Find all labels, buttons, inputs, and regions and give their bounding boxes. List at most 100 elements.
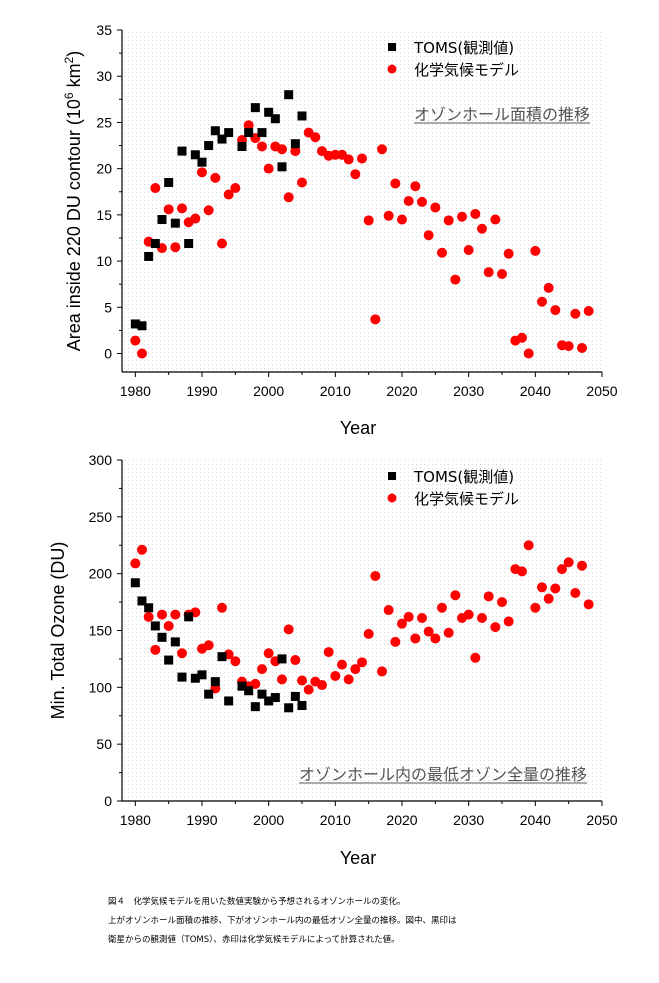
data-point-toms — [157, 632, 167, 642]
data-point-model — [570, 308, 581, 319]
data-point-model — [583, 599, 594, 610]
data-point-model — [517, 332, 527, 343]
legend-marker-circle — [387, 493, 397, 503]
data-point-model — [203, 640, 214, 651]
y-tick-label: 300 — [89, 452, 113, 468]
data-point-toms — [237, 681, 247, 691]
data-point-model — [170, 242, 181, 253]
legend-label: 化学気候モデル — [414, 490, 519, 508]
data-point-toms — [250, 103, 260, 113]
data-point-model — [417, 196, 427, 207]
data-point-model — [317, 680, 327, 691]
data-point-toms — [170, 218, 180, 228]
data-point-model — [497, 597, 507, 608]
data-point-toms — [164, 655, 174, 665]
data-point-model — [483, 591, 494, 602]
data-point-toms — [204, 689, 214, 699]
data-point-toms — [257, 689, 267, 699]
data-point-toms — [177, 146, 187, 156]
data-point-model — [523, 348, 534, 359]
data-point-toms — [290, 691, 300, 701]
data-point-toms — [164, 178, 174, 188]
data-point-model — [390, 636, 401, 647]
data-point-model — [170, 609, 181, 620]
legend-label: TOMS(観測値) — [413, 39, 514, 57]
x-tick-label: 2030 — [453, 383, 484, 399]
data-point-model — [137, 544, 147, 555]
data-point-toms — [150, 239, 160, 249]
x-tick-label: 1980 — [120, 812, 151, 828]
data-point-model — [163, 204, 174, 215]
data-point-model — [563, 557, 574, 568]
data-point-model — [410, 633, 421, 644]
data-point-model — [283, 192, 294, 203]
data-point-model — [217, 602, 227, 613]
data-point-model — [190, 213, 201, 224]
y-tick-label: 200 — [89, 566, 113, 582]
y-axis-label: Area inside 220 DU contour (106 km2) — [62, 51, 84, 352]
data-point-model — [217, 238, 227, 249]
data-point-model — [363, 628, 374, 639]
x-tick-label: 2010 — [320, 812, 351, 828]
data-point-toms — [290, 139, 300, 149]
chart-title: オゾンホール面積の推移 — [414, 105, 590, 124]
data-point-toms — [177, 672, 187, 682]
data-point-model — [550, 305, 561, 316]
data-point-model — [257, 664, 267, 675]
caption-line-1: 図４ 化学気候モデルを用いた数値実験から予想されるオゾンホールの変化。 — [108, 897, 406, 907]
data-point-model — [263, 648, 274, 659]
data-point-model — [503, 248, 514, 259]
data-point-model — [403, 611, 414, 622]
data-point-toms — [237, 141, 247, 151]
data-point-toms — [170, 637, 180, 647]
data-point-toms — [144, 603, 154, 613]
data-point-model — [370, 570, 381, 581]
y-tick-label: 25 — [96, 114, 112, 130]
x-tick-label: 2020 — [386, 812, 417, 828]
data-point-toms — [150, 621, 160, 631]
data-point-model — [383, 605, 394, 616]
data-point-model — [263, 163, 274, 174]
data-point-toms — [270, 114, 280, 124]
data-point-model — [437, 247, 447, 258]
data-point-model — [543, 593, 554, 604]
data-point-model — [290, 655, 301, 666]
data-point-model — [230, 183, 241, 194]
data-point-toms — [130, 319, 140, 329]
data-point-model — [537, 582, 547, 593]
data-point-model — [157, 609, 167, 620]
data-point-toms — [297, 111, 307, 121]
data-point-model — [477, 223, 487, 234]
data-point-model — [277, 144, 287, 155]
data-point-toms — [224, 696, 234, 706]
data-point-toms — [144, 251, 154, 261]
y-axis-label-part: ) — [64, 51, 84, 57]
data-point-model — [310, 132, 321, 143]
data-point-model — [530, 602, 541, 613]
data-point-toms — [130, 578, 140, 588]
x-tick-label: 2020 — [386, 383, 417, 399]
x-tick-label: 2050 — [586, 812, 617, 828]
data-point-toms — [210, 677, 220, 687]
data-point-model — [390, 178, 401, 189]
data-point-model — [537, 296, 547, 307]
y-tick-label: 150 — [89, 623, 113, 639]
y-axis-label: Min. Total Ozone (DU) — [48, 542, 68, 720]
data-point-toms — [277, 162, 287, 172]
data-point-model — [290, 146, 301, 157]
data-point-model — [323, 647, 334, 658]
data-point-model — [370, 314, 381, 325]
data-point-model — [477, 612, 487, 623]
data-point-model — [350, 664, 361, 675]
data-point-model — [423, 626, 434, 637]
data-point-model — [577, 560, 587, 571]
data-point-model — [463, 609, 474, 620]
x-tick-label: 1980 — [120, 383, 151, 399]
data-point-model — [450, 590, 461, 601]
data-point-model — [137, 348, 147, 359]
data-point-model — [343, 674, 354, 685]
data-point-model — [403, 196, 414, 206]
data-point-model — [303, 684, 314, 695]
data-point-model — [397, 214, 407, 225]
data-point-model — [457, 211, 467, 222]
